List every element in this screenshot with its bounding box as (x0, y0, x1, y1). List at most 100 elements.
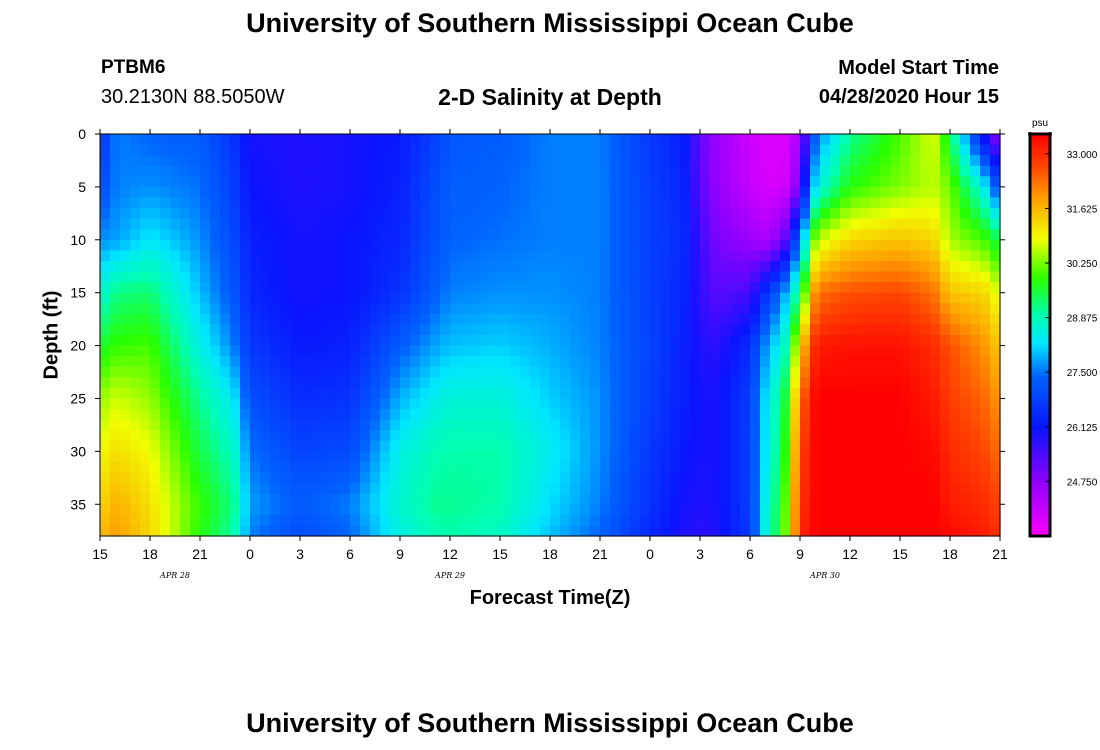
heatmap-cell (670, 134, 681, 146)
colorbar-segment (1030, 499, 1050, 504)
heatmap-cell (340, 366, 351, 378)
heatmap-cell (710, 303, 721, 315)
heatmap-cell (160, 197, 171, 209)
heatmap-cell (760, 208, 771, 220)
heatmap-cell (780, 409, 791, 421)
heatmap-cell (930, 271, 941, 283)
heatmap-cell (510, 208, 521, 220)
colorbar-segment (1030, 519, 1050, 524)
heatmap-cell (570, 451, 581, 463)
heatmap-cell (670, 461, 681, 474)
colorbar-segment (1030, 298, 1050, 303)
heatmap-cell (500, 292, 511, 304)
heatmap-cell (830, 472, 841, 484)
heatmap-cell (210, 409, 221, 421)
heatmap-cell (710, 292, 721, 304)
heatmap-cell (980, 271, 991, 283)
heatmap-cell (550, 324, 561, 336)
heatmap-cell (360, 144, 371, 156)
heatmap-cell (390, 472, 401, 484)
heatmap-cell (170, 504, 181, 516)
heatmap-cell (980, 514, 991, 527)
heatmap-cell (900, 165, 911, 177)
heatmap-cell (190, 356, 201, 368)
heatmap-cell (710, 260, 721, 273)
heatmap-cell (990, 451, 1001, 463)
heatmap-cell (940, 345, 951, 357)
heatmap-cell (870, 387, 881, 400)
heatmap-cell (140, 430, 151, 442)
heatmap-cell (440, 483, 451, 495)
heatmap-cell (510, 409, 521, 421)
heatmap-cell (410, 430, 421, 442)
heatmap-cell (990, 197, 1001, 209)
heatmap-cell (840, 525, 851, 537)
heatmap-cell (100, 144, 111, 156)
heatmap-cell (540, 377, 551, 389)
heatmap-cell (440, 155, 451, 167)
heatmap-cell (120, 451, 131, 463)
heatmap-cell (290, 451, 301, 463)
heatmap-cell (840, 472, 851, 484)
heatmap-cell (860, 504, 871, 516)
heatmap-cell (630, 514, 641, 527)
heatmap-cell (830, 440, 841, 452)
heatmap-cell (440, 313, 451, 326)
heatmap-cell (470, 186, 481, 199)
heatmap-cell (510, 514, 521, 527)
colorbar-segment (1030, 391, 1050, 396)
heatmap-cell (280, 419, 291, 431)
heatmap-cell (200, 461, 211, 474)
heatmap-cell (340, 398, 351, 410)
heatmap-cell (570, 514, 581, 527)
heatmap-cell (100, 165, 111, 177)
heatmap-cell (260, 472, 271, 484)
heatmap-cell (180, 271, 191, 283)
heatmap-cell (320, 176, 331, 188)
heatmap-cell (350, 324, 361, 336)
heatmap-cell (630, 377, 641, 389)
heatmap-cell (450, 282, 461, 294)
heatmap-cell (670, 525, 681, 537)
heatmap-cell (700, 451, 711, 463)
heatmap-cell (130, 472, 141, 484)
heatmap-cell (320, 239, 331, 251)
heatmap-cell (420, 504, 431, 516)
heatmap-cell (460, 345, 471, 357)
heatmap-cell (180, 451, 191, 463)
heatmap-cell (230, 461, 241, 474)
heatmap-cell (830, 419, 841, 431)
heatmap-cell (670, 260, 681, 273)
heatmap-cell (130, 176, 141, 188)
heatmap-cell (830, 398, 841, 410)
heatmap-cell (530, 451, 541, 463)
heatmap-cell (140, 197, 151, 209)
heatmap-cell (140, 356, 151, 368)
heatmap-cell (660, 514, 671, 527)
heatmap-cell (250, 260, 261, 273)
heatmap-cell (450, 483, 461, 495)
heatmap-cell (190, 409, 201, 421)
heatmap-cell (520, 144, 531, 156)
heatmap-cell (630, 165, 641, 177)
heatmap-cell (520, 419, 531, 431)
date-label: APR 28 (159, 571, 190, 580)
heatmap-cell (990, 440, 1001, 452)
heatmap-cell (280, 409, 291, 421)
heatmap-cell (640, 303, 651, 315)
heatmap-cell (280, 229, 291, 241)
heatmap-cell (310, 313, 321, 326)
heatmap-cell (170, 282, 181, 294)
heatmap-cell (780, 472, 791, 484)
heatmap-cell (580, 366, 591, 378)
colorbar-segment (1030, 211, 1050, 215)
heatmap-cell (860, 303, 871, 315)
heatmap-cell (350, 398, 361, 410)
heatmap-cell (680, 155, 691, 167)
heatmap-cell (570, 430, 581, 442)
heatmap-cell (310, 493, 321, 505)
heatmap-cell (710, 324, 721, 336)
heatmap-cell (220, 134, 231, 146)
heatmap-cell (550, 260, 561, 273)
heatmap-cell (440, 493, 451, 505)
